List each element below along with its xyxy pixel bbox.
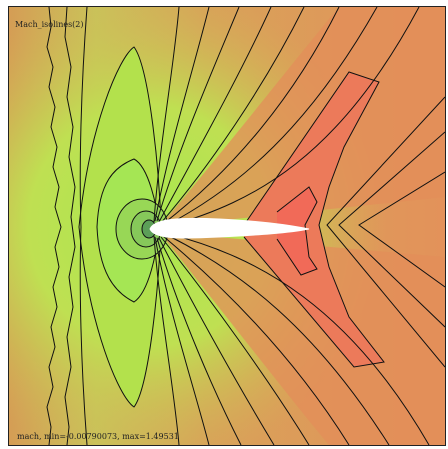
left-boundary-isoline-2 <box>64 7 76 445</box>
radiating-isolines <box>153 7 430 445</box>
left-boundary-isoline-1 <box>46 7 62 445</box>
upper-wake-region <box>159 7 445 227</box>
airfoil-shape <box>149 217 310 239</box>
left-boundary-isoline-3 <box>79 7 88 445</box>
plot-title: Mach_isolines(2) <box>15 20 84 29</box>
lower-wake-region <box>159 232 445 445</box>
plot-caption: mach, min=-0.00790073, max=1.49531 <box>17 432 179 441</box>
contour-plot: Mach_isolines(2) mach, min=-0.00790073, … <box>8 6 446 446</box>
shock-isolines <box>243 71 445 368</box>
shock-chevron-region <box>244 72 384 367</box>
mach-contour-svg <box>9 7 445 445</box>
